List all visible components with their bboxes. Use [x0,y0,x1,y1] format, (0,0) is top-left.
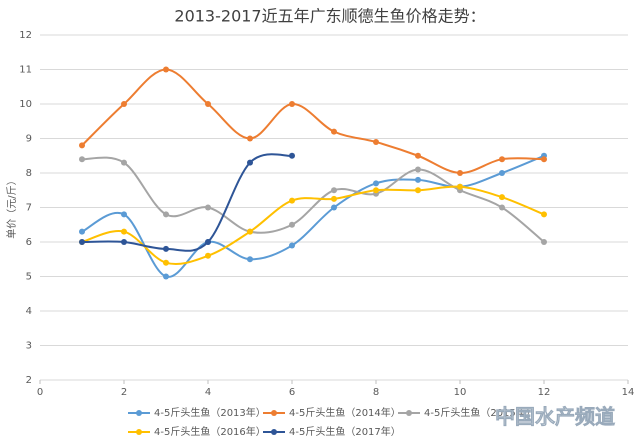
y-tick-label: 11 [19,65,32,76]
legend-marker [271,410,277,416]
y-tick-label: 9 [26,134,32,145]
legend-label: 4-5斤头生鱼（2015年） [424,406,536,419]
data-point [331,195,337,202]
data-point [415,187,421,194]
legend-label: 4-5斤头生鱼（2013年） [154,406,266,419]
chart-title: 2013-2017近五年广东顺德生鱼价格走势： [174,7,485,26]
data-point [415,166,421,173]
series-line [81,68,545,175]
data-point [247,228,253,235]
watermark: 中国水产频道 [495,405,615,429]
series-line [81,154,545,278]
y-tick-label: 12 [19,30,32,41]
data-point [163,273,169,280]
x-tick-label: 0 [37,387,43,398]
x-tick-label: 2 [121,387,127,398]
x-tick-label: 6 [289,387,295,398]
x-tick-label: 8 [373,387,379,398]
data-point [121,211,127,218]
data-point [247,135,253,142]
data-point [79,142,85,149]
data-point [205,252,211,259]
data-point [79,239,85,245]
data-point [289,242,295,249]
y-tick-label: 5 [26,272,32,283]
data-point [499,194,505,201]
y-tick-label: 7 [26,203,32,214]
series-line [81,185,545,266]
y-axis-label: 单价（元/斤） [6,175,18,238]
legend-label: 4-5斤头生鱼（2016年） [154,425,266,438]
y-tick-label: 4 [26,306,32,317]
data-point [205,239,211,245]
x-tick-label: 10 [454,387,467,398]
legend-marker [136,410,142,416]
legend-label: 4-5斤头生鱼（2017年） [289,425,401,438]
data-point [499,170,505,176]
data-point [373,180,379,187]
data-point [289,221,295,228]
series-line [81,153,293,252]
x-tick-label: 12 [538,387,551,398]
data-point [457,183,463,190]
data-point [457,170,463,176]
x-tick-label: 4 [205,387,211,398]
data-point [121,101,127,107]
data-point [163,211,169,218]
y-tick-label: 6 [26,237,32,248]
y-tick-label: 2 [26,375,32,386]
data-point [163,259,169,266]
data-point [121,159,127,166]
data-point [163,66,169,73]
data-point [163,245,169,252]
data-point [331,187,337,194]
data-point [247,256,253,263]
data-point [415,152,421,159]
legend-marker [406,410,412,416]
data-point [79,156,85,163]
data-point [79,228,85,235]
data-point [499,204,505,211]
data-point [541,156,547,163]
data-point [121,228,127,235]
data-point [121,239,127,245]
y-tick-label: 10 [19,99,32,110]
legend-marker [136,429,142,435]
x-tick-label: 14 [622,387,635,398]
data-point [205,101,211,107]
legend-marker [271,429,277,435]
data-point [289,101,295,107]
data-point [373,138,379,145]
y-tick-label: 8 [26,168,32,179]
data-point [289,197,295,204]
data-point [499,156,505,163]
data-point [205,204,211,211]
data-point [331,128,337,135]
data-point [541,211,547,218]
data-point [373,187,379,194]
data-point [289,152,295,159]
data-point [331,204,337,211]
data-point [247,159,253,166]
legend-label: 4-5斤头生鱼（2014年） [289,406,401,419]
data-point [541,239,547,245]
data-point [415,176,421,183]
y-tick-label: 3 [26,341,32,352]
